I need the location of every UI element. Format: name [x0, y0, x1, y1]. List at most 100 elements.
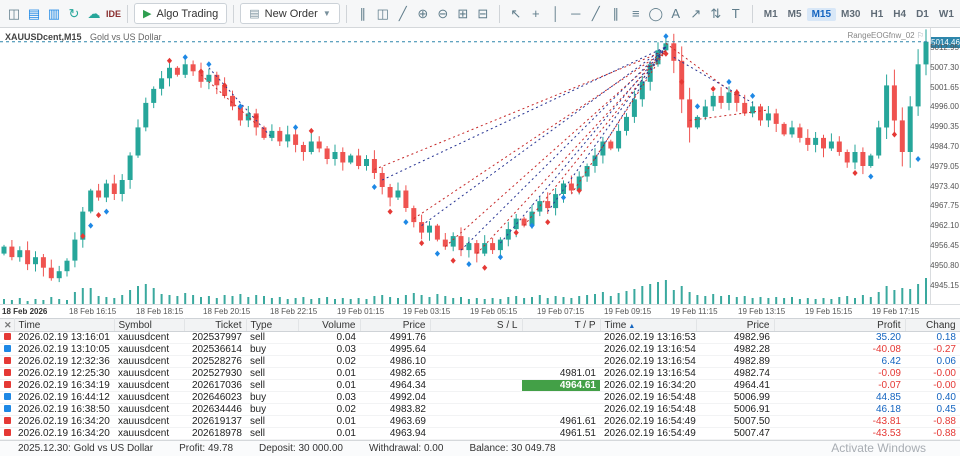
column-header[interactable]: T / P	[522, 318, 601, 332]
status-segment: Withdrawal: 0.00	[368, 443, 444, 454]
table-row[interactable]: 2026.02.19 16:44:12 xauusdcent 202646023 bu…	[0, 391, 960, 404]
main-toolbar: ◫ ▤ ▥ ↻ ☁ IDE ▶ Algo Trading ▤ New Order ▼ ∥…	[0, 0, 960, 28]
cell-time: 2026.02.19 12:25:30	[14, 367, 114, 380]
cell-tp: 4964.61	[522, 379, 600, 392]
fibonacci-icon[interactable]: ≡	[631, 5, 640, 21]
sell-direction-icon	[4, 429, 11, 436]
cell-change: 0.18	[905, 331, 960, 344]
column-header[interactable]: Price	[696, 318, 775, 332]
cell-type: sell	[246, 331, 298, 344]
price-axis-label: 5001.65	[930, 83, 959, 92]
ide-button[interactable]: IDE	[106, 8, 122, 19]
chart-area[interactable]: XAUUSDcent,M15 Gold vs US Dollar RangeEO…	[0, 28, 960, 304]
grid-icon[interactable]: ⊞	[457, 5, 469, 21]
sync-icon[interactable]: ↻	[68, 5, 80, 21]
price-axis-label: 4967.75	[930, 201, 959, 210]
tcursor-icon[interactable]: T	[731, 5, 740, 21]
column-header[interactable]: Time ▲	[600, 318, 697, 332]
price-axis-label: 4956.45	[930, 241, 959, 250]
cell-type: sell	[246, 379, 298, 392]
new-order-button[interactable]: ▤ New Order ▼	[240, 3, 340, 24]
cloud-icon[interactable]: ☁	[87, 5, 101, 21]
table-row[interactable]: 2026.02.19 12:25:30 xauusdcent 202527930 se…	[0, 367, 960, 380]
cell-tp	[522, 343, 600, 356]
column-header[interactable]: Price	[360, 318, 431, 332]
column-header[interactable]: Time	[14, 318, 115, 332]
profiles-icon[interactable]: ▤	[27, 5, 41, 21]
timeframe-m15[interactable]: M15	[806, 7, 837, 21]
status-segment: Deposit: 30 000.00	[259, 443, 343, 454]
table-row[interactable]: 2026.02.19 13:10:05 xauusdcent 202536614 bu…	[0, 343, 960, 356]
timeframe-m5[interactable]: M5	[787, 8, 802, 20]
cell-price: 4963.94	[360, 427, 430, 440]
cell-ticket: 202528276	[184, 355, 246, 368]
cell-price: 4992.04	[360, 391, 430, 404]
table-row[interactable]: 2026.02.19 16:34:20 xauusdcent 202619137 se…	[0, 415, 960, 428]
table-row[interactable]: 2026.02.19 16:34:20 xauusdcent 202618978 se…	[0, 427, 960, 440]
new-chart-icon[interactable]: ◫	[7, 5, 21, 21]
timeframe-h1[interactable]: H1	[870, 8, 884, 20]
column-header[interactable]: Symbol	[114, 318, 185, 332]
cell-tp	[522, 403, 600, 416]
shapes-icon[interactable]: ◯	[648, 5, 664, 21]
toolbox-close-icon[interactable]: ✕	[4, 319, 12, 330]
timeframe-h4[interactable]: H4	[893, 8, 907, 20]
timeframe-w1[interactable]: W1	[938, 8, 954, 20]
vertical-line-icon[interactable]: │	[551, 5, 560, 21]
cell-type: sell	[246, 415, 298, 428]
price-chart[interactable]	[0, 28, 930, 304]
zoom-in-icon[interactable]: ⊕	[417, 5, 429, 21]
tile-windows-icon[interactable]: ⊟	[477, 5, 489, 21]
timeframe-d1[interactable]: D1	[916, 8, 929, 20]
cell-symbol: xauusdcent	[114, 403, 184, 416]
time-axis[interactable]: 18 Feb 2026 18 Feb 16:15 18 Feb 18:15 18 Fe…	[0, 304, 960, 318]
channel-icon[interactable]: ∥	[612, 5, 620, 21]
activate-windows-watermark: Activate Windows	[831, 441, 926, 455]
timeframe-m30[interactable]: M30	[841, 8, 861, 20]
table-row[interactable]: 2026.02.19 13:16:01 xauusdcent 202537997 se…	[0, 331, 960, 344]
cell-sl	[430, 355, 522, 368]
market-watch-icon[interactable]: ▥	[47, 5, 61, 21]
sort-asc-icon: ▲	[628, 322, 636, 330]
algo-trading-button[interactable]: ▶ Algo Trading	[134, 3, 228, 24]
table-row[interactable]: 2026.02.19 16:38:50 xauusdcent 202634446 bu…	[0, 403, 960, 416]
price-axis-label: 4984.70	[930, 142, 959, 151]
column-header[interactable]: Volume	[298, 318, 361, 332]
line-chart-icon[interactable]: ╱	[398, 5, 407, 21]
arrows-icon[interactable]: ↗	[690, 5, 702, 21]
cell-sl	[430, 427, 522, 440]
cell-type: buy	[246, 403, 298, 416]
cursor-icon[interactable]: ↖	[510, 5, 522, 21]
table-row[interactable]: 2026.02.19 16:34:19 xauusdcent 202617036 se…	[0, 379, 960, 392]
price-axis-label: 4973.40	[930, 182, 959, 191]
sell-direction-icon	[4, 381, 11, 388]
column-header[interactable]: Type	[246, 318, 299, 332]
column-header[interactable]: S / L	[430, 318, 523, 332]
updown-icon[interactable]: ⇅	[710, 5, 722, 21]
timeframe-group: M1M5M15M30H1H4D1W1MN	[759, 7, 960, 21]
column-header[interactable]: Chang	[905, 318, 960, 332]
candle-chart-icon[interactable]: ◫	[376, 5, 389, 21]
cell-ticket: 202537997	[184, 331, 246, 344]
bar-chart-icon[interactable]: ∥	[359, 5, 367, 21]
column-header[interactable]: Profit	[774, 318, 906, 332]
system-icon-group: ◫ ▤ ▥ ↻ ☁	[4, 4, 104, 24]
cell-price: 4963.69	[360, 415, 430, 428]
cell-sl	[430, 343, 522, 356]
crosshair-icon[interactable]: +	[531, 5, 540, 21]
trendline-icon[interactable]: ╱	[591, 5, 600, 21]
cell-time2: 2026.02.19 13:16:54	[600, 343, 696, 356]
table-row[interactable]: 2026.02.19 12:32:36 xauusdcent 202528276 se…	[0, 355, 960, 368]
toolbar-separator	[498, 4, 500, 23]
cell-sl	[430, 391, 522, 404]
price-axis[interactable]: 5014.46 5012.95 5007.30 5001.65 4996.00 4990…	[930, 28, 960, 304]
column-header[interactable]: Ticket	[184, 318, 247, 332]
text-icon[interactable]: A	[671, 5, 681, 21]
horizontal-line-icon[interactable]: ─	[571, 5, 581, 21]
cell-tp	[522, 331, 600, 344]
chevron-down-icon: ▼	[322, 9, 331, 18]
zoom-out-icon[interactable]: ⊖	[437, 5, 449, 21]
cell-ticket: 202646023	[184, 391, 246, 404]
timeframe-m1[interactable]: M1	[763, 8, 778, 20]
